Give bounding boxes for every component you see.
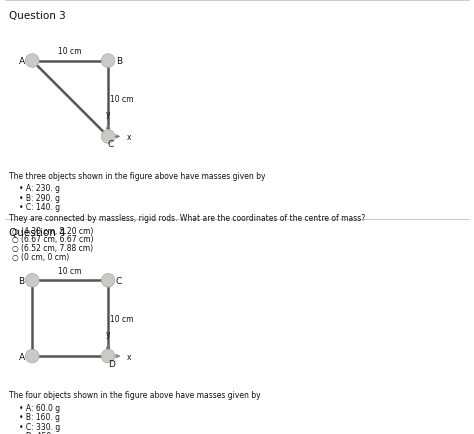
Circle shape: [101, 349, 115, 363]
Text: x: x: [126, 352, 131, 361]
Text: Question 4: Question 4: [9, 228, 66, 238]
Text: • C: 330. g: • C: 330. g: [19, 422, 60, 431]
Text: B: B: [18, 276, 25, 285]
Circle shape: [101, 274, 115, 287]
Text: B: B: [116, 57, 122, 66]
Circle shape: [26, 349, 39, 363]
Text: x: x: [126, 133, 131, 141]
Circle shape: [101, 55, 115, 68]
Text: C: C: [116, 276, 122, 285]
Text: • B: 290. g: • B: 290. g: [19, 193, 60, 202]
Text: • D: 450. g: • D: 450. g: [19, 431, 61, 434]
Text: 10 cm: 10 cm: [58, 266, 82, 275]
Text: ○ (4.30 cm, 5.20 cm): ○ (4.30 cm, 5.20 cm): [12, 226, 93, 235]
Text: • A: 60.0 g: • A: 60.0 g: [19, 403, 60, 412]
Text: A: A: [18, 57, 25, 66]
Text: 10 cm: 10 cm: [110, 314, 134, 323]
Text: A: A: [18, 352, 25, 361]
Circle shape: [26, 55, 39, 68]
Text: C: C: [108, 140, 114, 149]
Text: Question 3: Question 3: [9, 11, 66, 21]
Circle shape: [26, 274, 39, 287]
Text: They are connected by massless, rigid rods. What are the coordinates of the cent: They are connected by massless, rigid ro…: [9, 214, 366, 223]
Text: D: D: [108, 359, 115, 368]
Text: 10 cm: 10 cm: [58, 47, 82, 56]
Circle shape: [101, 130, 115, 144]
Text: • B: 160. g: • B: 160. g: [19, 412, 60, 421]
Text: ○ (6.67 cm, 6.67 cm): ○ (6.67 cm, 6.67 cm): [12, 235, 93, 244]
Text: The four objects shown in the figure above have masses given by: The four objects shown in the figure abo…: [9, 391, 261, 400]
Text: The three objects shown in the figure above have masses given by: The three objects shown in the figure ab…: [9, 171, 266, 181]
Text: y: y: [106, 110, 110, 119]
Text: ○ (6.52 cm, 7.88 cm): ○ (6.52 cm, 7.88 cm): [12, 243, 93, 253]
Text: 10 cm: 10 cm: [110, 95, 134, 104]
Text: ○ (0 cm, 0 cm): ○ (0 cm, 0 cm): [12, 252, 69, 261]
Text: • A: 230. g: • A: 230. g: [19, 184, 60, 193]
Text: y: y: [106, 329, 110, 338]
Text: • C: 140. g: • C: 140. g: [19, 203, 60, 212]
